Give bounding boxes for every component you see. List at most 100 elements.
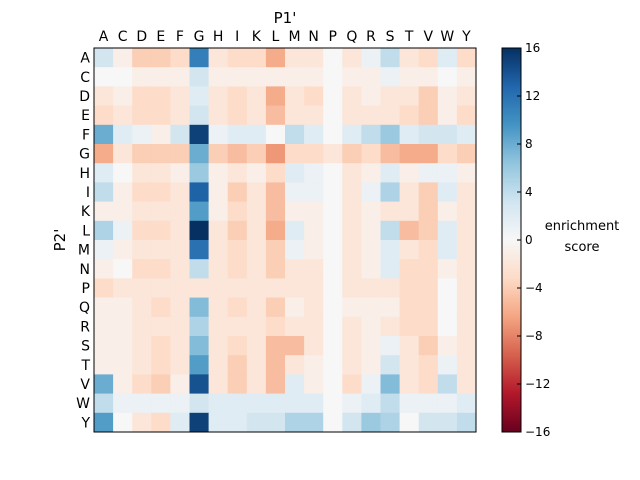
heatmap-cell [170,278,190,299]
heatmap-cell [113,163,133,183]
heatmap-cell [285,144,305,164]
heatmap-cell [342,86,362,107]
colorbar-tick-label: 0 [525,233,533,247]
heatmap-cell [246,67,267,87]
heatmap-cell [151,163,171,183]
heatmap-cell [113,336,133,356]
heatmap-cell [304,336,324,356]
heatmap-cell [323,220,343,241]
heatmap-cell [437,144,458,164]
heatmap-cell [418,316,439,337]
heatmap-cell [151,316,171,337]
heatmap-cell [151,67,171,87]
heatmap-cell [246,297,267,318]
heatmap-cell [304,412,324,433]
x-axis-label: P1' [274,9,297,27]
y-tick-label: C [80,70,90,86]
heatmap-cell [323,412,343,433]
heatmap-cell [418,201,439,222]
heatmap-cell [361,374,381,395]
heatmap-cell [189,355,210,375]
heatmap-cell [285,374,305,395]
heatmap-cell [285,182,305,203]
heatmap-cell [342,259,362,279]
heatmap-cell [151,259,171,279]
colorbar-tick-label: −8 [525,329,543,343]
heatmap-cell [399,105,420,126]
heatmap-cell [304,240,324,260]
heatmap-cell [132,182,152,203]
heatmap-cell [456,182,477,203]
heatmap-cell [246,393,267,414]
heatmap-cell [265,278,286,299]
heatmap-cell [132,355,152,375]
heatmap-cell [304,201,324,222]
heatmap-cell [304,48,324,68]
x-tick-label: I [235,29,239,45]
heatmap-cell [113,240,133,260]
heatmap-cell [227,86,248,107]
heatmap-cell [132,374,152,395]
heatmap-cell [323,163,343,183]
heatmap-cell [399,278,420,299]
heatmap-cell [285,412,305,433]
heatmap-cell [361,48,381,68]
heatmap-cell [246,105,267,126]
heatmap-cell [189,374,210,395]
heatmap-cell [189,86,210,107]
heatmap-cell [246,336,267,356]
heatmap-cell [94,67,114,87]
heatmap-cell [285,259,305,279]
y-tick-label: S [81,339,90,355]
heatmap-cell [361,259,381,279]
heatmap-cell [285,48,305,68]
heatmap-cell [304,163,324,183]
heatmap-cell [113,201,133,222]
heatmap-cell [170,316,190,337]
heatmap-cell [246,355,267,375]
heatmap-cell [94,124,114,145]
heatmap-cell [304,124,324,145]
heatmap-cell [151,297,171,318]
heatmap-cell [399,124,420,145]
heatmap-cell [170,201,190,222]
heatmap-cell [189,182,210,203]
x-tick-label: M [289,29,301,45]
heatmap-cell [380,297,401,318]
heatmap-cell [227,144,248,164]
heatmap-cell [170,163,190,183]
heatmap-cell [399,297,420,318]
heatmap-cell [208,144,229,164]
heatmap-cell [227,297,248,318]
heatmap-cell [94,182,114,203]
heatmap-cell [304,144,324,164]
heatmap-cell [323,297,343,318]
heatmap-cell [380,163,401,183]
heatmap-cell [456,67,477,87]
heatmap-cell [246,144,267,164]
heatmap-cell [437,297,458,318]
heatmap-cell [170,240,190,260]
heatmap-cell [437,105,458,126]
heatmap-cell [113,412,133,433]
heatmap-cell [151,201,171,222]
heatmap-cell [437,48,458,68]
heatmap-cell [208,86,229,107]
x-tick-label: G [194,29,205,45]
heatmap-cell [361,144,381,164]
heatmap-cell [94,412,114,433]
y-tick-label: L [82,223,90,239]
heatmap-cell [189,297,210,318]
heatmap-cell [132,105,152,126]
heatmap-cell [399,374,420,395]
heatmap-cell [304,86,324,107]
heatmap-cell [399,201,420,222]
y-tick-label: T [80,358,90,374]
heatmap-cell [227,182,248,203]
heatmap-cell [227,412,248,433]
y-tick-label: D [79,89,90,105]
heatmap-cell [189,316,210,337]
heatmap-cell [456,412,477,433]
heatmap-cell [285,278,305,299]
heatmap-cell [208,259,229,279]
